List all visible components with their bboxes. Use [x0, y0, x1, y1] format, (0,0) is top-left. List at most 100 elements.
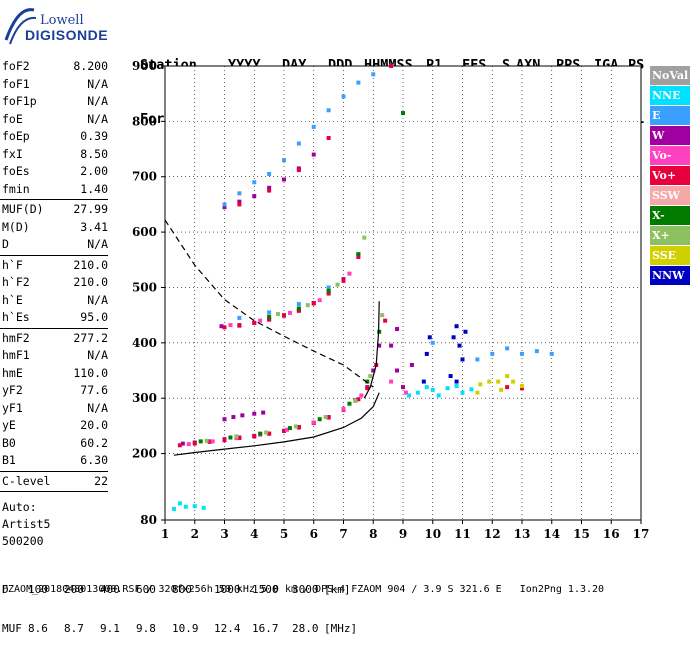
echo-point-nne [177, 501, 182, 506]
legend-entry-vo: Vo- [650, 146, 690, 165]
echo-point-w [240, 413, 245, 418]
echo-point-nnw [451, 335, 456, 340]
legend-entry-x: X- [650, 206, 690, 225]
distance-cell-8: 3000 [292, 583, 319, 596]
echo-point-x [365, 379, 370, 384]
file-info-footer: FZAOM_2018048013000.RSF / 320fx256h 50 k… [2, 584, 605, 595]
muf-cell-4: 9.8 [136, 622, 156, 635]
echo-point-e [237, 191, 242, 196]
echo-point-vo [383, 318, 388, 323]
echo-point-nnw [424, 351, 429, 356]
echo-point-vo [222, 438, 227, 443]
param-value: 277.2 [73, 330, 108, 345]
echo-point-vo [207, 439, 212, 444]
muf-cell-8: 28.0 [292, 622, 319, 635]
echo-point-x [380, 313, 385, 318]
param-value: N/A [87, 111, 108, 126]
echo-point-sse [487, 379, 492, 384]
muf-cell-6: 12.4 [214, 622, 241, 635]
echo-point-e [282, 158, 286, 163]
param-name: fxI [2, 146, 23, 161]
distance-cell-5: 800 [172, 583, 192, 596]
y-tick-label: 80 [140, 513, 157, 527]
param-value: 6.30 [80, 453, 108, 467]
param-value: 22 [94, 473, 108, 488]
echo-point-vo [237, 436, 242, 441]
param-name: foEp [2, 129, 30, 143]
param-row: hmF2 277.2 [0, 330, 112, 348]
param-value: 20.0 [80, 418, 108, 432]
echo-point-x [356, 252, 361, 257]
echo-point-e [505, 346, 510, 351]
muf-cell-9: [MHz] [324, 622, 358, 635]
echo-point-vo [296, 425, 301, 430]
echo-point-x [335, 282, 340, 287]
param-value: 110.0 [73, 365, 108, 380]
x-tick-label: 11 [454, 527, 471, 541]
distance-cell-4: 600 [136, 583, 156, 596]
echo-point-vo [311, 420, 316, 425]
autoscaling-line2: Artist5 [2, 517, 51, 531]
echo-point-nnw [448, 374, 453, 379]
echo-point-w [222, 417, 227, 422]
param-name: M(D) [2, 219, 30, 234]
echo-point-e [296, 141, 301, 146]
muf-cell-7: 16.7 [252, 622, 279, 635]
echo-point-vo [228, 323, 233, 328]
curve-true-height-profile [173, 392, 380, 456]
param-separator [0, 470, 108, 472]
x-tick-label: 6 [310, 527, 318, 541]
param-value: N/A [87, 400, 108, 415]
echo-point-vo [237, 323, 242, 328]
param-name: foEs [2, 164, 30, 178]
echo-point-e [341, 94, 346, 99]
echo-point-nne [201, 505, 206, 510]
y-tick-label: 900 [132, 59, 157, 73]
echo-point-nnw [454, 379, 459, 384]
param-row: M(D) 3.41 [0, 219, 112, 237]
echo-point-e [326, 108, 331, 113]
logo-brand: Lowell [40, 13, 84, 28]
distance-cell-6: 1000 [214, 583, 241, 596]
echo-point-e [430, 340, 435, 345]
logo-product: DIGISONDE [25, 27, 109, 43]
x-tick-label: 4 [250, 527, 258, 541]
param-value: 8.50 [80, 146, 108, 161]
echo-point-vo [326, 135, 331, 140]
y-tick-label: 600 [132, 225, 157, 239]
distance-cell-2: 200 [64, 583, 84, 596]
echo-point-nne [192, 504, 197, 509]
echo-point-vo [326, 291, 331, 296]
echo-point-x [276, 312, 281, 317]
legend-entry-w: W [650, 126, 690, 145]
echo-point-vo [284, 427, 289, 432]
param-value: 27.99 [73, 202, 108, 216]
param-row: B0 60.2 [0, 435, 112, 453]
echo-point-e [267, 171, 272, 176]
echo-point-w [395, 326, 400, 331]
param-name: yF1 [2, 400, 23, 415]
echo-point-vo [296, 308, 301, 313]
param-row: fxI 8.50 [0, 146, 112, 164]
echo-point-vo [296, 168, 301, 173]
echo-point-nnw [421, 379, 426, 384]
echo-point-vo [311, 301, 316, 306]
echo-point-vo [403, 390, 408, 395]
x-tick-label: 12 [484, 527, 501, 541]
muf-cell-0: MUF [2, 622, 22, 635]
echo-point-vo [287, 310, 292, 315]
x-tick-label: 1 [161, 527, 169, 541]
echo-point-x [198, 439, 203, 444]
echo-point-x [326, 288, 331, 293]
param-row: hmF1 N/A [0, 347, 112, 365]
param-value: 2.00 [80, 164, 108, 178]
param-name: hmF1 [2, 348, 30, 362]
echo-point-vo [341, 278, 346, 283]
echo-point-vo [356, 397, 361, 402]
legend-entry-nnw: NNW [650, 266, 690, 285]
echo-point-x [347, 401, 352, 406]
param-name: C-level [2, 473, 51, 488]
param-name: foE [2, 111, 23, 126]
muf-cell-3: 9.1 [100, 622, 120, 635]
param-separator [0, 254, 108, 256]
